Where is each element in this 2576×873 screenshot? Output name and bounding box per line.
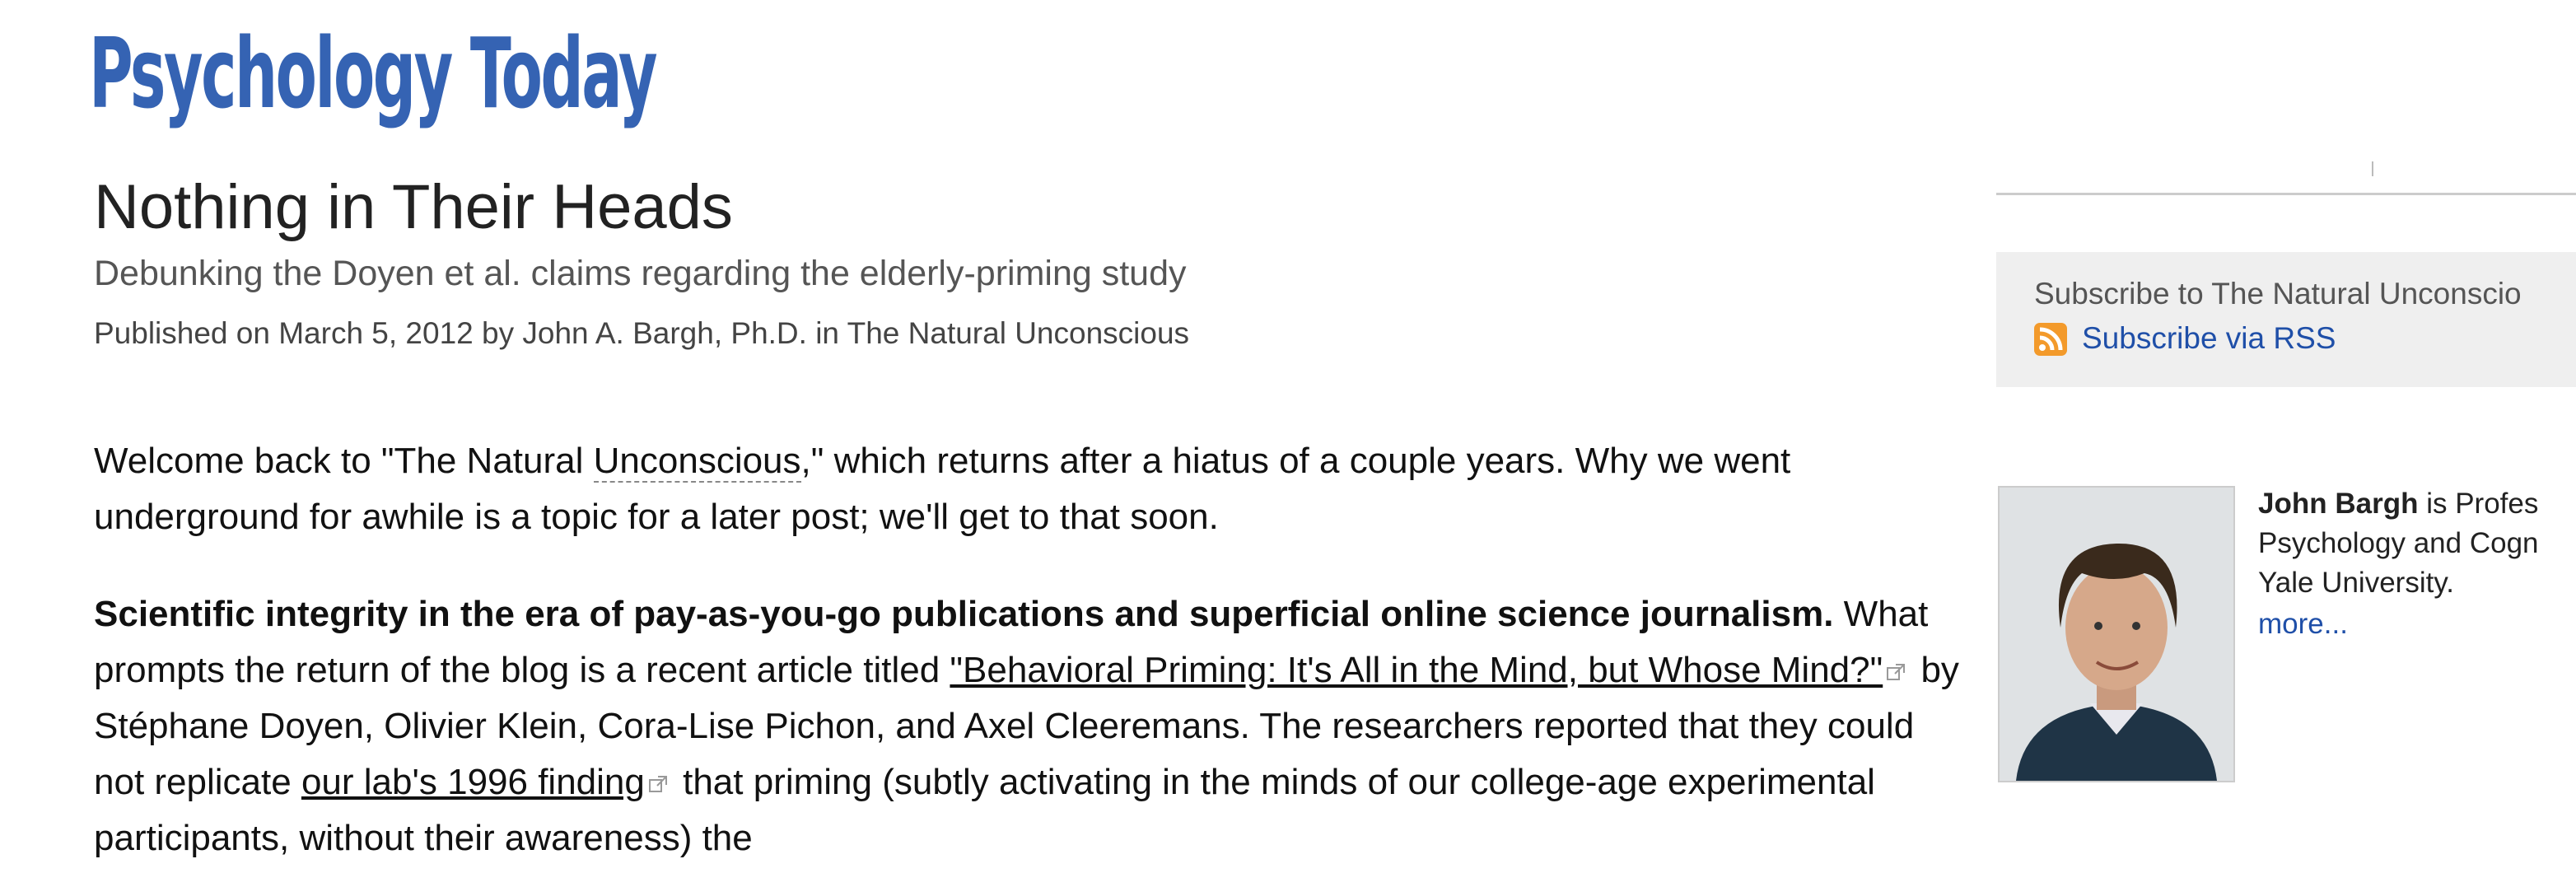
paragraph: Welcome back to "The Natural Unconscious… — [94, 433, 1972, 545]
external-icon — [648, 776, 667, 793]
text: by Stéphane Doyen, Olivier Klein, Cora-L… — [94, 650, 1959, 802]
lead-text: Scientific integrity in the era of pay-a… — [94, 594, 1834, 634]
text: Welcome back to "The Natural — [94, 441, 594, 481]
article-link[interactable]: our lab's 1996 finding — [301, 762, 645, 802]
article-body: Welcome back to "The Natural Unconscious… — [94, 433, 1972, 873]
logo[interactable]: Psychology Today — [89, 16, 658, 130]
glossary-term[interactable]: Unconscious — [593, 441, 801, 483]
text: ," which returns after a hiatus of a cou… — [94, 441, 1791, 537]
rss-icon[interactable] — [2034, 323, 2067, 356]
author-photo[interactable] — [1998, 486, 2235, 782]
divider-tick — [2372, 161, 2373, 176]
bio-text: is Profes — [2426, 488, 2539, 520]
paragraph: Scientific integrity in the era of pay-a… — [94, 586, 1972, 866]
sidebar-rule — [1996, 193, 2576, 195]
article-link[interactable]: "Behavioral Priming: It's All in the Min… — [950, 650, 1883, 690]
rss-link[interactable]: Subscribe via RSS — [2082, 321, 2336, 355]
text: What prompts the return of the blog is a… — [94, 594, 1929, 690]
subscribe-box — [1996, 252, 2576, 387]
external-icon — [1887, 664, 1906, 681]
bio-line: Yale University. — [2258, 567, 2454, 599]
subscribe-text: Subscribe to The Natural Unconscio — [2034, 277, 2522, 310]
bio-line: John Bargh is Profes — [2258, 488, 2538, 521]
article-title: Nothing in Their Heads — [94, 172, 733, 242]
text: that priming (subtly activating in the m… — [94, 762, 1875, 858]
more-link[interactable]: more... — [2258, 608, 2348, 640]
bio-line: Psychology and Cogn — [2258, 527, 2539, 559]
article-subtitle: Debunking the Doyen et al. claims regard… — [94, 254, 1187, 293]
byline: Published on March 5, 2012 by John A. Ba… — [94, 316, 1190, 350]
author-name[interactable]: John Bargh — [2258, 488, 2419, 520]
